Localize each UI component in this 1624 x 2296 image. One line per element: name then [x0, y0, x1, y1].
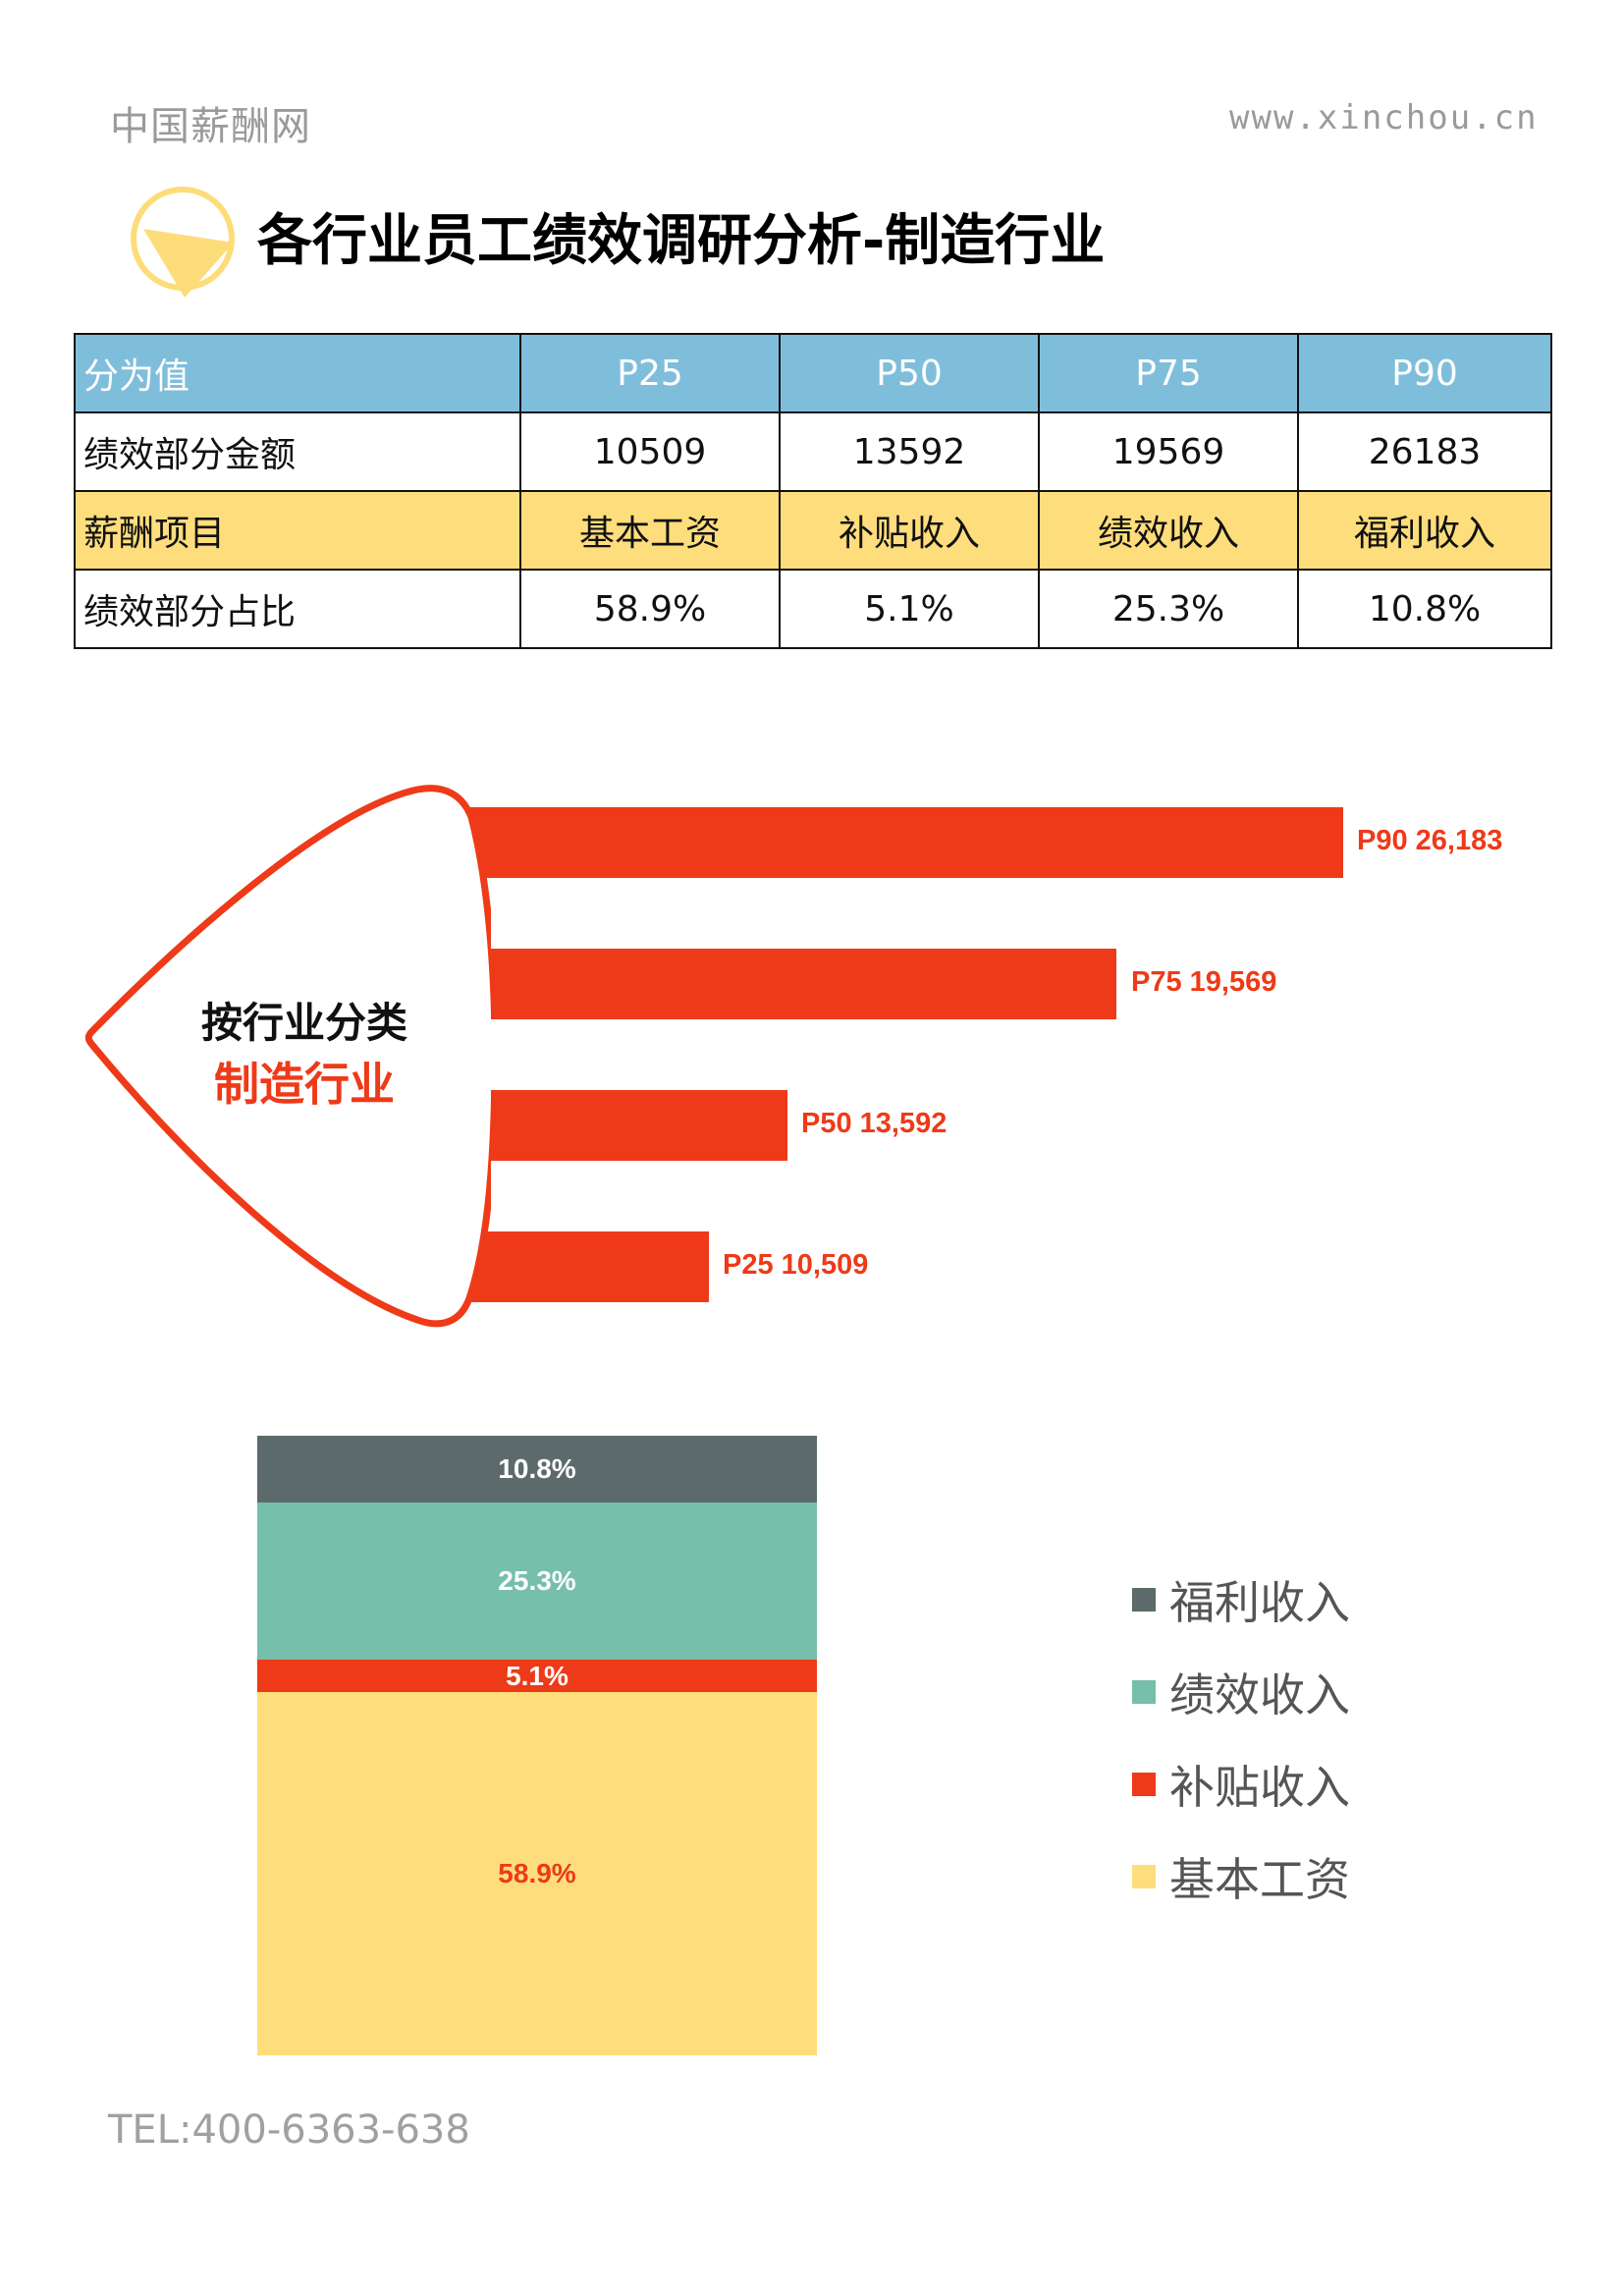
- table-cell: 5.1%: [779, 569, 1040, 649]
- bar-p50: [452, 1090, 787, 1161]
- legend-item-base-salary: 基本工资: [1132, 1831, 1350, 1923]
- table-row-pay-items: 薪酬项目 基本工资 补贴收入 绩效收入 福利收入: [74, 490, 1552, 571]
- bar-p25: [452, 1231, 709, 1302]
- table-cell: 薪酬项目: [74, 490, 521, 571]
- legend-item-welfare: 福利收入: [1132, 1554, 1350, 1646]
- site-url[interactable]: www.xinchou.cn: [1229, 98, 1539, 137]
- table-cell: 分为值: [74, 333, 521, 413]
- segment-subsidy: 5.1%: [257, 1660, 817, 1692]
- table-cell: 10.8%: [1297, 569, 1552, 649]
- legend-label: 补贴收入: [1169, 1761, 1350, 1814]
- segment-welfare: 10.8%: [257, 1436, 817, 1503]
- table-cell: 绩效收入: [1038, 490, 1299, 571]
- stacked-column-chart: 10.8% 25.3% 5.1% 58.9%: [257, 1436, 817, 2055]
- table-row-amount: 绩效部分金额 10509 13592 19569 26183: [74, 411, 1552, 492]
- legend-swatch-icon: [1132, 1865, 1156, 1888]
- table-cell: 绩效部分金额: [74, 411, 521, 492]
- bar-label-p90: P90 26,183: [1357, 825, 1503, 856]
- bar-label-p25: P25 10,509: [723, 1249, 869, 1281]
- footer-phone: TEL:400-6363-638: [108, 2107, 470, 2153]
- table-cell: 58.9%: [519, 569, 781, 649]
- bar-p90: [452, 807, 1343, 878]
- shield-shape: [84, 785, 491, 1328]
- percentile-table: 分为值 P25 P50 P75 P90 绩效部分金额 10509 13592 1…: [74, 333, 1552, 649]
- shield-industry: 制造行业: [214, 1058, 395, 1111]
- table-row-share: 绩效部分占比 58.9% 5.1% 25.3% 10.8%: [74, 569, 1552, 649]
- table-cell: P90: [1297, 333, 1552, 413]
- legend-label: 基本工资: [1169, 1853, 1350, 1906]
- page-title: 各行业员工绩效调研分析-制造行业: [257, 209, 1106, 273]
- table-cell: 补贴收入: [779, 490, 1040, 571]
- segment-performance: 25.3%: [257, 1503, 817, 1660]
- table-cell: 26183: [1297, 411, 1552, 492]
- legend-swatch-icon: [1132, 1773, 1156, 1796]
- legend-item-subsidy: 补贴收入: [1132, 1738, 1350, 1831]
- shield-title: 按行业分类: [200, 999, 407, 1047]
- chart-legend: 福利收入 绩效收入 补贴收入 基本工资: [1132, 1554, 1350, 1923]
- triangle-in-circle-icon: [131, 187, 235, 298]
- table-cell: P50: [779, 333, 1040, 413]
- legend-label: 绩效收入: [1169, 1668, 1350, 1722]
- table-cell: 13592: [779, 411, 1040, 492]
- table-cell: 绩效部分占比: [74, 569, 521, 649]
- legend-swatch-icon: [1132, 1588, 1156, 1612]
- segment-base-salary: 58.9%: [257, 1692, 817, 2055]
- table-cell: 10509: [519, 411, 781, 492]
- bar-p75: [452, 949, 1116, 1019]
- table-cell: 福利收入: [1297, 490, 1552, 571]
- legend-label: 福利收入: [1169, 1576, 1350, 1629]
- table-cell: P75: [1038, 333, 1299, 413]
- site-name: 中国薪酬网: [110, 104, 311, 149]
- table-cell: 基本工资: [519, 490, 781, 571]
- bar-label-p50: P50 13,592: [801, 1108, 947, 1139]
- table-cell: 19569: [1038, 411, 1299, 492]
- legend-swatch-icon: [1132, 1680, 1156, 1704]
- table-row-percentile-header: 分为值 P25 P50 P75 P90: [74, 333, 1552, 413]
- table-cell: 25.3%: [1038, 569, 1299, 649]
- table-cell: P25: [519, 333, 781, 413]
- legend-item-performance: 绩效收入: [1132, 1646, 1350, 1738]
- bar-label-p75: P75 19,569: [1131, 966, 1277, 998]
